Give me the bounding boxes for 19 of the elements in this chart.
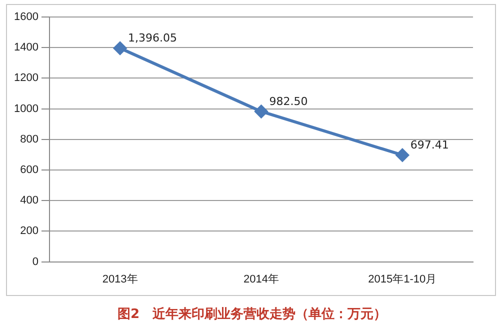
point bbox=[396, 148, 409, 162]
y-tick-label: 1000 bbox=[14, 102, 38, 115]
x-tick-label: 2015年1-10月 bbox=[368, 273, 437, 286]
y-tick-label: 1600 bbox=[14, 11, 38, 24]
text: 图2 近年来印刷业务营收走势（单位：万元） bbox=[116, 306, 388, 323]
y-tick-label: 1200 bbox=[14, 72, 38, 84]
point bbox=[254, 104, 268, 118]
x-tick-label: 2013年 bbox=[102, 273, 138, 286]
y-tick-label: 400 bbox=[20, 194, 38, 207]
y-tick-label: 1400 bbox=[14, 42, 38, 54]
data-label: 982.50 bbox=[269, 94, 308, 108]
data-label: 1,396.05 bbox=[128, 32, 178, 45]
x-tick-label: 2014年 bbox=[243, 273, 279, 286]
data-label: 697.41 bbox=[410, 138, 449, 152]
y-tick-label: 800 bbox=[20, 133, 38, 146]
y-tick-label: 600 bbox=[20, 164, 38, 176]
y-tick-label: 0 bbox=[32, 256, 38, 268]
point bbox=[114, 42, 127, 55]
y-tick-label: 200 bbox=[20, 225, 38, 238]
